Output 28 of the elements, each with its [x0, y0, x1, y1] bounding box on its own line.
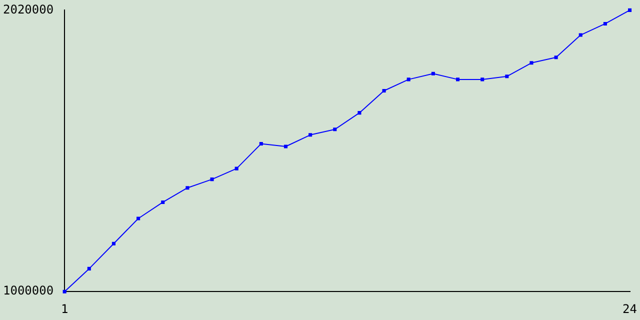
point	[554, 56, 558, 60]
point	[505, 74, 509, 78]
point	[358, 111, 362, 115]
point	[259, 142, 263, 146]
y-tick-label: 1000000	[2, 284, 54, 298]
point	[234, 166, 238, 170]
point	[62, 290, 66, 294]
x-tick-label: 24	[622, 302, 637, 316]
point	[136, 216, 140, 220]
point	[406, 78, 410, 82]
point	[284, 144, 288, 148]
point	[161, 200, 165, 204]
point	[382, 88, 386, 93]
point	[431, 72, 435, 76]
point	[308, 133, 312, 137]
point	[603, 22, 607, 26]
point	[628, 8, 632, 12]
point	[112, 242, 116, 246]
point	[456, 78, 460, 82]
point	[480, 78, 484, 82]
x-tick-label: 1	[60, 302, 68, 316]
point	[578, 33, 582, 37]
point	[87, 266, 91, 270]
point	[530, 61, 534, 65]
point	[210, 178, 214, 182]
point	[333, 128, 337, 132]
point	[186, 186, 190, 190]
y-tick-label: 2020000	[2, 2, 54, 16]
